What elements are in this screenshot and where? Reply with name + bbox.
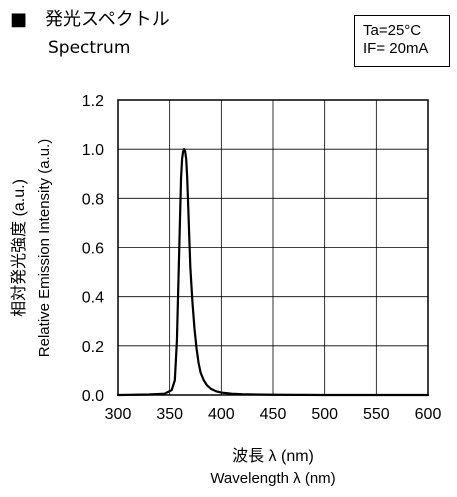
x-tick-label: 300 bbox=[105, 406, 132, 423]
header: ■ 発光スペクトル Spectrum bbox=[10, 8, 310, 64]
series-layer bbox=[116, 148, 430, 397]
y-tick-label: 0.6 bbox=[82, 241, 104, 258]
x-tick-label: 450 bbox=[260, 406, 287, 423]
x-tick-label: 600 bbox=[415, 406, 442, 423]
y-tick-label: 1.2 bbox=[82, 93, 104, 110]
y-tick-label: 0.2 bbox=[82, 339, 104, 356]
y-tick-label: 0.4 bbox=[82, 290, 104, 307]
title-en: Spectrum bbox=[48, 38, 131, 58]
title-ja: ■ 発光スペクトル bbox=[10, 9, 170, 30]
y-axis-label-ja: 相対発光強度 (a.u.) bbox=[10, 179, 28, 317]
x-tick-label: 550 bbox=[363, 406, 390, 423]
x-axis-label-ja: 波長 λ (nm) bbox=[232, 447, 314, 465]
axis-layer: 300 350 400 450 500 550 600 0.0 0.2 0.4 0.6 0.8 1.0 1… bbox=[82, 93, 442, 423]
condition-ta: Ta=25°C bbox=[363, 22, 422, 39]
y-axis-label-en: Relative Emission Intensity (a.u.) bbox=[36, 139, 53, 357]
x-tick-label: 500 bbox=[311, 406, 338, 423]
y-tick-label: 0.8 bbox=[82, 191, 104, 208]
x-axis-label-en: Wavelength λ (nm) bbox=[210, 470, 335, 487]
label-layer: 相対発光強度 (a.u.) Relative Emission Intensit… bbox=[10, 139, 336, 487]
spectrum-series-line bbox=[116, 148, 430, 397]
x-tick-label: 400 bbox=[208, 406, 235, 423]
condition-box: Ta=25°C IF= 20mA bbox=[354, 15, 450, 67]
y-tick-label: 0.0 bbox=[82, 388, 104, 405]
condition-if: IF= 20mA bbox=[363, 40, 429, 57]
grid-layer bbox=[118, 100, 428, 395]
y-tick-label: 1.0 bbox=[82, 142, 104, 159]
x-tick-label: 350 bbox=[156, 406, 183, 423]
